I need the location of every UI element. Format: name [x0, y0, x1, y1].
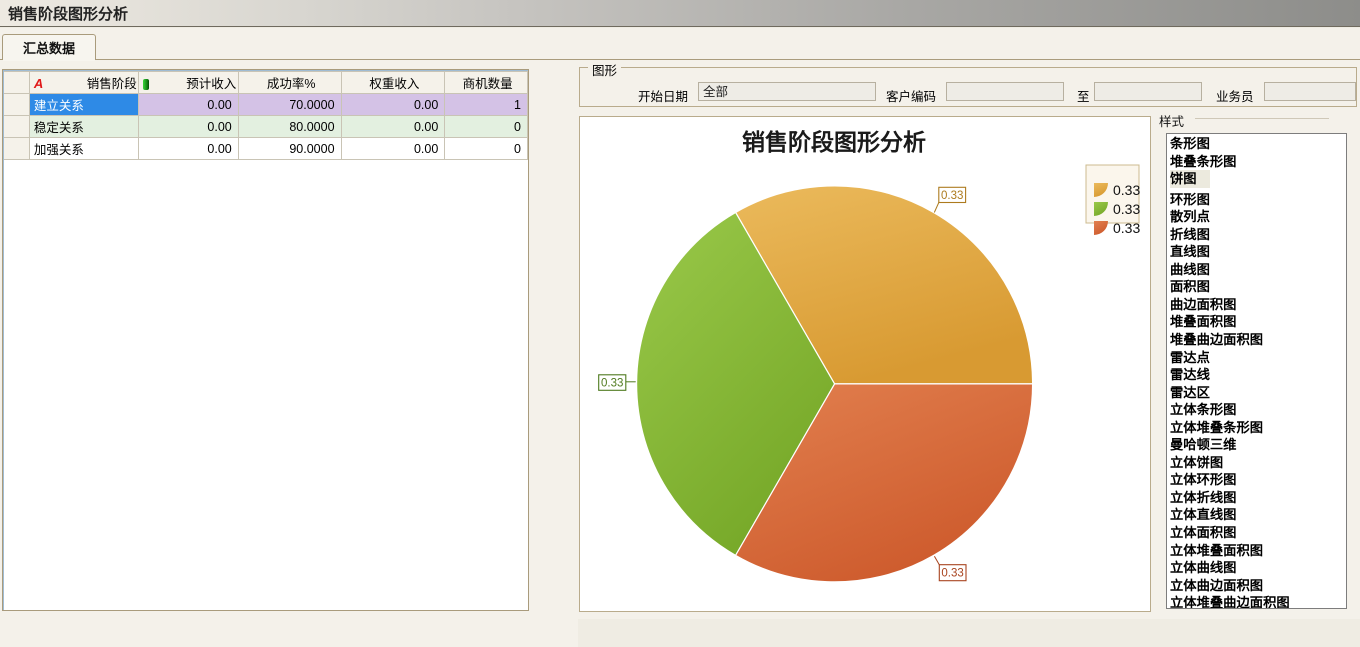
svg-text:0.33: 0.33	[1113, 182, 1140, 198]
svg-text:0.33: 0.33	[1113, 220, 1140, 236]
svg-text:0.33: 0.33	[601, 377, 623, 389]
svg-text:0.33: 0.33	[941, 190, 963, 202]
svg-text:0.33: 0.33	[941, 567, 963, 579]
svg-text:销售阶段图形分析: 销售阶段图形分析	[742, 129, 926, 155]
svg-text:0.33: 0.33	[1113, 201, 1140, 217]
